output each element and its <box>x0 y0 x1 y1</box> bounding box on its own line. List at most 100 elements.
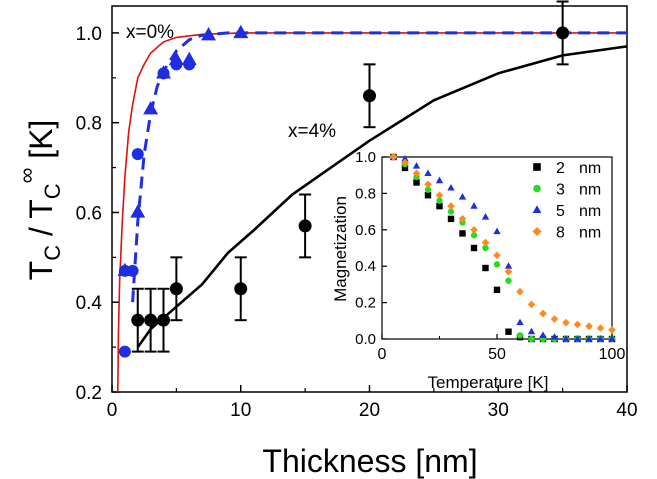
inset-series-3-point <box>447 202 455 210</box>
inset-series-2-point <box>539 331 547 338</box>
main-x-axis-label: Thickness [nm] <box>262 443 477 479</box>
inset-series-3-point <box>527 300 536 309</box>
data-point <box>234 282 248 296</box>
inset-series-2-point <box>458 193 467 200</box>
inset-series-3-point <box>562 318 570 327</box>
main-x-tick-label: 0 <box>107 400 118 421</box>
inset-series-0-point <box>436 202 443 210</box>
inset-x-axis-label: Temperature [K] <box>428 373 549 392</box>
inset-series-3-point <box>458 215 467 223</box>
inset-series-2-point <box>562 335 570 342</box>
inset-series-1-point <box>528 335 535 343</box>
inset-y-tick-label: 1.0 <box>355 149 376 166</box>
inset-series-0-point <box>470 244 478 252</box>
main-series-3-point <box>117 262 133 277</box>
inset-series-2-point <box>447 183 455 191</box>
inset-series-3-point <box>401 158 409 167</box>
inset-series-3-point <box>608 326 616 334</box>
main-series-3-point <box>181 51 197 66</box>
inset-series-3-point <box>481 238 490 247</box>
inset-series-1-point <box>447 208 455 215</box>
main-x-tick-label: 20 <box>359 400 380 421</box>
main-y-tick-label: 0.2 <box>76 383 102 404</box>
inset-y-tick-label: 0.4 <box>355 258 376 275</box>
legend-marker <box>532 226 542 237</box>
inset-series-2-point <box>573 335 582 342</box>
inset-series-3-point <box>539 309 547 318</box>
inset-plot-area <box>389 153 616 343</box>
main-series-0-line <box>117 32 627 393</box>
data-point <box>157 313 170 327</box>
main-y-axis-label: TC / TC∞ [K] <box>14 120 65 281</box>
inset-series-0-point <box>505 328 512 335</box>
main-series-3-point <box>168 51 184 66</box>
legend-unit: nm <box>579 203 601 220</box>
inset-series-2-point <box>401 154 409 162</box>
data-point <box>556 26 570 40</box>
inset-y-tick-label: 0.2 <box>355 295 376 312</box>
annotation-x4: x=4% <box>288 121 336 142</box>
inset-series-2-point <box>504 262 513 269</box>
legend-number: 3 <box>556 182 565 199</box>
inset-series-2-point <box>516 318 524 326</box>
inset-series-2-point <box>412 162 421 169</box>
inset-background <box>382 157 612 339</box>
main-x-tick-label: 30 <box>488 400 509 421</box>
inset-x-tick-label: 0 <box>378 346 387 363</box>
inset-series-2-point <box>527 327 536 335</box>
inset-series-3-point <box>435 191 444 200</box>
main-series-3-point <box>143 101 159 115</box>
inset-x-tick-label: 50 <box>488 346 506 363</box>
main-y-tick-label: 1.0 <box>76 24 102 45</box>
inset-y-tick-label: 0.8 <box>355 185 376 202</box>
inset-series-0-point <box>482 264 489 272</box>
inset-series-0-point <box>424 192 432 199</box>
inset-series-3-point <box>573 320 582 329</box>
data-point <box>363 89 376 103</box>
inset-series-2-point <box>493 227 501 235</box>
main-y-tick-label: 0.6 <box>76 203 102 224</box>
data-point <box>298 219 312 233</box>
inset-series-2-point <box>424 169 432 176</box>
inset-series-1-point <box>424 186 432 193</box>
main-series-2-point <box>131 148 144 161</box>
main-series-3-point <box>201 27 217 41</box>
legend-number: 5 <box>556 203 565 220</box>
data-point <box>169 282 183 296</box>
inset-series-1-point <box>505 277 512 284</box>
main-series-3-point <box>156 65 171 79</box>
inset-series-2-point <box>585 335 593 342</box>
inset-series-2-point <box>550 333 559 340</box>
inset-y-axis-label: Magnetization <box>331 196 350 302</box>
annotation-x0: x=0% <box>126 22 174 43</box>
main-series-2-point <box>118 345 131 358</box>
inset-series-0-point <box>413 179 420 186</box>
legend-unit: nm <box>579 182 601 199</box>
data-point <box>144 313 158 327</box>
data-point <box>131 313 145 327</box>
inset-series-3-point <box>585 322 593 331</box>
inset-series-3-point <box>504 267 513 276</box>
inset-series-3-point <box>389 153 398 161</box>
inset-y-tick-label: 0.6 <box>355 222 376 239</box>
inset-series-3-point <box>516 287 524 296</box>
main-y-tick-label: 0.4 <box>76 293 103 314</box>
inset-series-1-point <box>482 244 489 252</box>
legend-marker <box>533 163 541 171</box>
inset-series-1-point <box>470 232 478 239</box>
legend-number: 2 <box>556 160 565 177</box>
inset-series-2-point <box>596 335 605 342</box>
inset-series-0-point <box>459 230 466 237</box>
inset-series-1-point <box>493 261 501 268</box>
main-series-3-point <box>130 204 146 218</box>
inset-series-3-point <box>470 225 478 234</box>
inset-legend: 2 nm 3 nm 5 nm 8 nm <box>532 160 601 242</box>
legend-unit: nm <box>579 225 601 242</box>
inset-axis-ticks: 0 50 100 0.0 0.2 0.4 0.6 0.8 1.0 <box>355 149 625 363</box>
legend-unit: nm <box>579 160 601 177</box>
inset-series-2-point <box>435 176 444 184</box>
inset-series-1-point <box>436 197 443 204</box>
inset-series-3-point <box>424 180 432 189</box>
inset-series-2-point <box>608 335 616 342</box>
inset-series-0-point <box>401 164 409 172</box>
